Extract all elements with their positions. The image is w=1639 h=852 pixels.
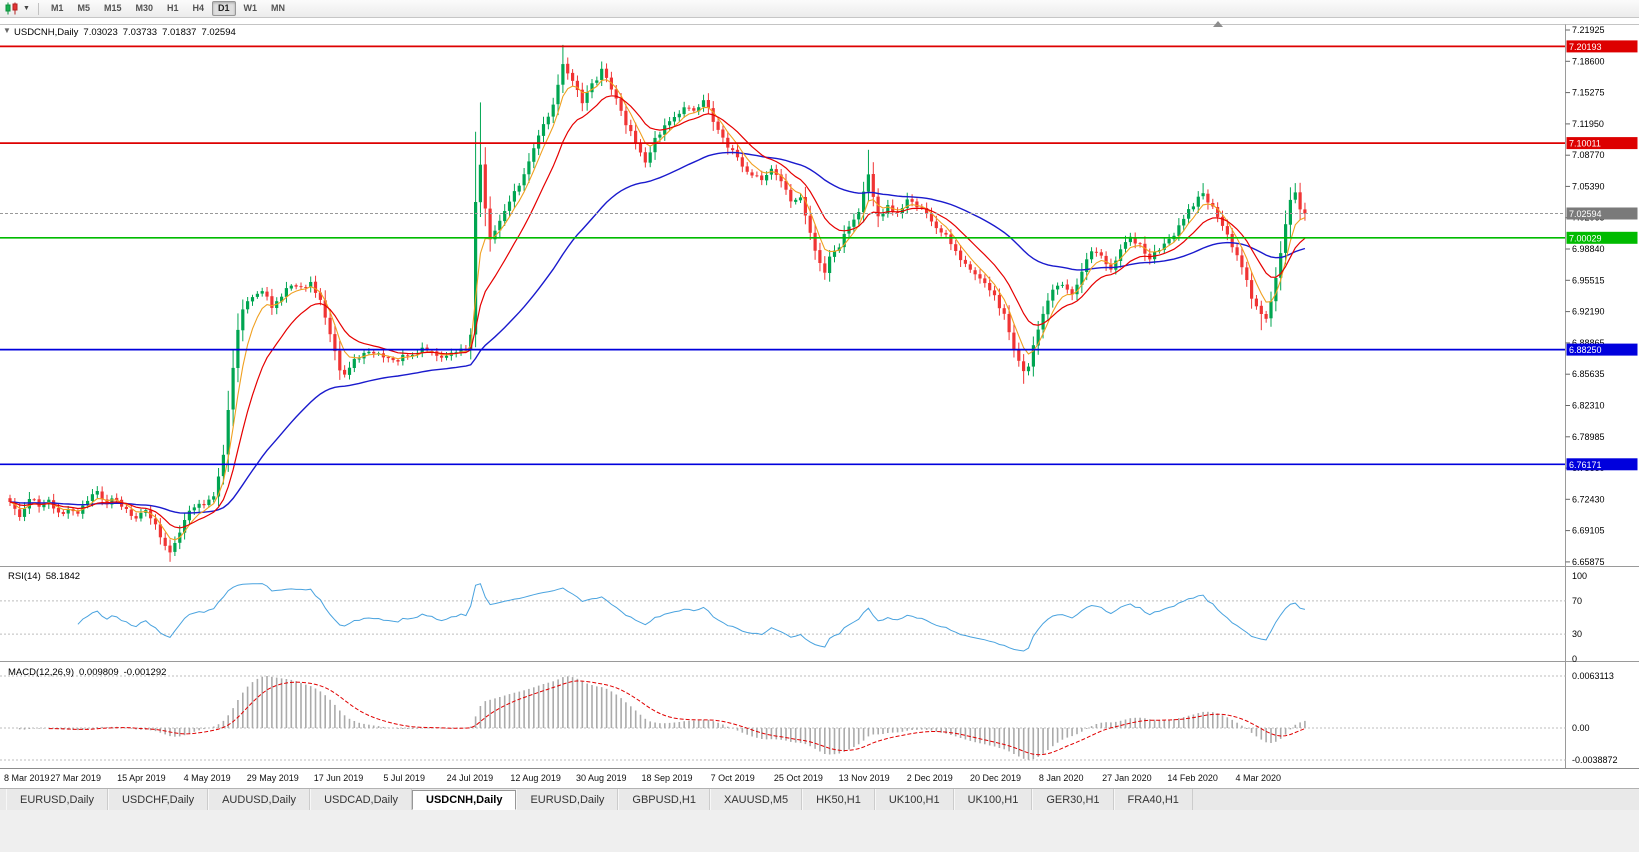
chart-tab-hk50-h1-8[interactable]: HK50,H1 (802, 789, 875, 810)
chart-tab-uk100-h1-10[interactable]: UK100,H1 (953, 789, 1033, 810)
timeframe-button-m5[interactable]: M5 (77, 3, 90, 13)
date-label: 18 Sep 2019 (641, 773, 693, 783)
ma-fast-line[interactable] (9, 79, 1306, 541)
time-axis[interactable]: 8 Mar 2019 27 Mar 2019 15 Apr 2019 4 May 20… (0, 768, 1639, 788)
chart-tab-usdchf-daily-1[interactable]: USDCHF,Daily (107, 789, 209, 810)
date-label: 12 Aug 2019 (510, 773, 561, 783)
timeframe-button-h1[interactable]: H1 (167, 3, 179, 13)
price-tick-label: 6.88865 (1572, 338, 1605, 348)
date-label: 7 Oct 2019 (710, 773, 755, 783)
date-label: 5 Jul 2019 (383, 773, 425, 783)
price-tick-label: 6.85635 (1572, 369, 1605, 379)
chart-tab-usdcad-daily-3[interactable]: USDCAD,Daily (310, 789, 413, 810)
price-tick-label: 7.08770 (1572, 150, 1605, 160)
ma-slow-line[interactable] (9, 151, 1306, 514)
chart-shift-marker[interactable] (1213, 21, 1223, 27)
chart-type-dropdown-caret[interactable]: ▼ (23, 5, 30, 12)
timeframe-button-h4[interactable]: H4 (192, 3, 205, 13)
chart-tab-audusd-daily-2[interactable]: AUDUSD,Daily (208, 789, 311, 810)
chart-type-button[interactable] (4, 2, 20, 15)
chart-tab-eurusd-daily-0[interactable]: EURUSD,Daily (6, 789, 108, 810)
timeframe-buttons: M1 M5 M15 M30 H1 H4 D1 W1 MN (44, 1, 292, 16)
price-tick-label: 7.11950 (1572, 119, 1604, 129)
date-label: 8 Mar 2019 (4, 773, 50, 783)
chart-tab-xauusd-m5-7[interactable]: XAUUSD,M5 (709, 789, 803, 810)
price-tick-label: 7.15275 (1572, 88, 1605, 98)
price-axis[interactable] (1566, 24, 1639, 768)
timeframe-button-mn[interactable]: MN (271, 3, 286, 13)
price-tick-label: 6.78985 (1572, 432, 1605, 442)
rsi-axis-label: 100 (1572, 571, 1587, 581)
chart-tab-gbpusd-h1-6[interactable]: GBPUSD,H1 (618, 789, 710, 810)
candlestick-chart-icon (5, 2, 18, 15)
macd-axis-label: 0.0063113 (1572, 671, 1614, 681)
date-label: 4 May 2019 (183, 773, 231, 783)
price-level-badge: 7.00029 (1569, 233, 1602, 243)
macd-signal-line[interactable] (48, 680, 1306, 756)
toolbar-separator (37, 2, 39, 15)
chart-area[interactable]: 7.21925 7.18600 7.15275 7.11950 7.08770 7.053… (0, 18, 1639, 768)
rsi-axis-label: 0 (1572, 654, 1577, 664)
price-tick-label: 6.92190 (1572, 307, 1605, 317)
timeframe-button-m15[interactable]: M15 (103, 3, 122, 13)
date-label: 25 Oct 2019 (773, 773, 823, 783)
price-level-badge: 6.76171 (1569, 460, 1602, 470)
price-tick-label: 6.95515 (1572, 275, 1605, 285)
timeframe-button-w1[interactable]: W1 (243, 3, 258, 13)
date-label: 15 Apr 2019 (117, 773, 166, 783)
date-label: 24 Jul 2019 (446, 773, 494, 783)
date-label: 14 Feb 2020 (1167, 773, 1218, 783)
date-label: 17 Jun 2019 (313, 773, 364, 783)
price-tick-label: 6.72430 (1572, 494, 1605, 504)
ma-mid-line[interactable] (9, 95, 1306, 529)
price-tick-label: 7.18600 (1572, 56, 1605, 66)
toolbar: ▼ M1 M5 M15 M30 H1 H4 D1 W1 MN (0, 0, 1639, 18)
timeframe-button-d1[interactable]: D1 (212, 1, 236, 16)
price-tick-label: 6.82310 (1572, 401, 1605, 411)
chart-tab-fra40-h1-12[interactable]: FRA40,H1 (1113, 789, 1193, 810)
price-level-badge: 7.10011 (1569, 139, 1601, 149)
date-label: 30 Aug 2019 (576, 773, 627, 783)
macd-axis-label: 0.00 (1572, 723, 1590, 733)
chart-tab-ger30-h1-11[interactable]: GER30,H1 (1032, 789, 1114, 810)
current-price-badge: 7.02594 (1569, 209, 1602, 219)
macd-axis-labels: 0.0063113 0.00 -0.0038872 (1572, 671, 1618, 765)
one-click-trading-toggle[interactable]: ▼ (3, 26, 11, 35)
date-label: 2 Dec 2019 (906, 773, 953, 783)
date-label: 29 May 2019 (246, 773, 299, 783)
price-tick-label: 6.69105 (1572, 526, 1605, 536)
status-area (0, 810, 1639, 852)
timeframe-button-m1[interactable]: M1 (50, 3, 64, 13)
price-tick-label: 6.98840 (1572, 244, 1605, 254)
date-label: 8 Jan 2020 (1038, 773, 1084, 783)
date-label: 27 Mar 2019 (50, 773, 101, 783)
horizontal-level-lines[interactable] (0, 45, 1566, 466)
chart-tab-uk100-h1-9[interactable]: UK100,H1 (874, 789, 954, 810)
rsi-axis-label: 70 (1572, 596, 1582, 606)
macd-axis-label: -0.0038872 (1572, 755, 1618, 765)
date-label: 27 Jan 2020 (1102, 773, 1152, 783)
date-label: 20 Dec 2019 (969, 773, 1022, 783)
rsi-axis-label: 30 (1572, 629, 1582, 639)
price-tick-label: 6.65875 (1572, 557, 1605, 567)
price-level-badge: 6.88250 (1569, 345, 1602, 355)
rsi-axis-labels: 100 70 30 0 (1572, 571, 1587, 664)
date-label: 13 Nov 2019 (838, 773, 890, 783)
date-label: 4 Mar 2020 (1235, 773, 1282, 783)
chart-tab-eurusd-daily-5[interactable]: EURUSD,Daily (516, 789, 619, 810)
chart-tab-usdcnh-daily-4[interactable]: USDCNH,Daily (412, 790, 517, 810)
price-tick-label: 7.21925 (1572, 25, 1605, 35)
chart-tabs-bar: EURUSD,Daily USDCHF,Daily AUDUSD,Daily USDC… (0, 788, 1639, 810)
timeframe-button-m30[interactable]: M30 (135, 3, 153, 13)
rsi-line[interactable] (77, 583, 1306, 652)
price-tick-label: 7.05390 (1572, 181, 1605, 191)
